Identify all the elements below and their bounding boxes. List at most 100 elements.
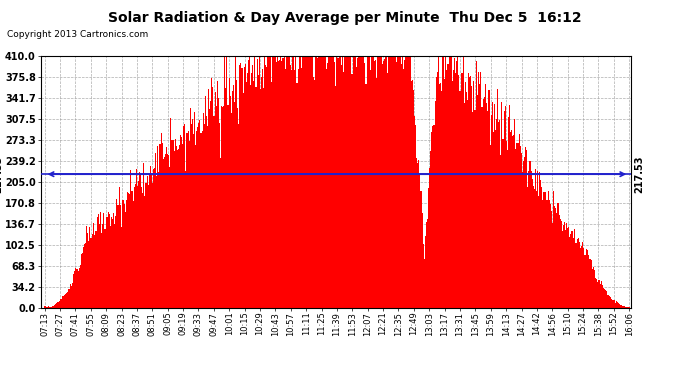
Bar — [306, 50, 307, 308]
Bar — [355, 50, 356, 308]
Bar — [161, 142, 163, 308]
Bar — [387, 73, 388, 308]
Bar — [513, 135, 514, 308]
Bar — [188, 141, 190, 308]
Bar — [500, 154, 502, 308]
Bar — [439, 84, 440, 308]
Bar — [583, 248, 584, 308]
Bar — [552, 224, 553, 308]
Bar — [358, 52, 359, 308]
Bar — [192, 118, 193, 308]
Bar — [466, 92, 467, 308]
Bar — [81, 254, 82, 308]
Bar — [257, 75, 259, 307]
Bar — [291, 70, 292, 308]
Bar — [209, 109, 210, 307]
Bar — [347, 50, 348, 308]
Bar — [448, 50, 450, 308]
Bar — [425, 236, 426, 308]
Bar — [482, 107, 483, 307]
Bar — [98, 214, 99, 308]
Bar — [94, 236, 95, 308]
Bar — [590, 259, 591, 308]
Bar — [618, 303, 619, 307]
Bar — [565, 230, 566, 308]
Bar — [349, 50, 351, 308]
Bar — [150, 166, 151, 308]
Bar — [591, 261, 592, 308]
Bar — [195, 144, 196, 308]
Bar — [237, 108, 238, 307]
Bar — [299, 55, 301, 308]
Bar — [609, 296, 611, 307]
Bar — [411, 81, 412, 308]
Bar — [177, 150, 178, 308]
Bar — [146, 176, 148, 308]
Bar — [420, 191, 422, 308]
Bar — [401, 64, 402, 308]
Bar — [440, 83, 441, 308]
Bar — [422, 213, 423, 308]
Bar — [125, 211, 126, 308]
Bar — [371, 50, 372, 308]
Bar — [580, 248, 581, 308]
Bar — [186, 133, 188, 308]
Bar — [97, 217, 98, 308]
Bar — [544, 192, 546, 308]
Bar — [372, 50, 373, 308]
Bar — [332, 50, 333, 308]
Bar — [179, 144, 180, 308]
Bar — [510, 132, 511, 308]
Bar — [316, 50, 317, 308]
Bar — [464, 103, 465, 308]
Bar — [542, 200, 544, 308]
Bar — [444, 79, 445, 308]
Bar — [362, 50, 364, 308]
Bar — [295, 50, 297, 308]
Bar — [558, 214, 560, 308]
Bar — [492, 102, 493, 308]
Bar — [213, 116, 215, 308]
Bar — [308, 50, 309, 308]
Bar — [263, 88, 264, 308]
Bar — [608, 295, 609, 307]
Bar — [182, 144, 184, 308]
Bar — [416, 158, 417, 308]
Bar — [132, 201, 134, 308]
Bar — [429, 168, 430, 308]
Bar — [360, 50, 361, 308]
Bar — [397, 50, 398, 308]
Bar — [414, 117, 415, 308]
Bar — [315, 50, 316, 308]
Bar — [104, 229, 106, 308]
Bar — [573, 229, 575, 308]
Bar — [605, 290, 606, 308]
Bar — [287, 51, 288, 308]
Bar — [607, 295, 608, 307]
Bar — [524, 157, 525, 308]
Bar — [555, 208, 556, 308]
Bar — [450, 50, 451, 308]
Bar — [385, 50, 386, 308]
Bar — [509, 105, 510, 308]
Bar — [220, 158, 221, 308]
Bar — [400, 50, 401, 308]
Bar — [331, 50, 332, 308]
Bar — [234, 102, 235, 308]
Bar — [67, 292, 68, 308]
Bar — [85, 243, 86, 308]
Bar — [486, 103, 487, 308]
Bar — [357, 58, 358, 308]
Bar — [170, 118, 171, 308]
Bar — [470, 76, 471, 308]
Bar — [233, 85, 234, 308]
Bar — [111, 217, 112, 308]
Bar — [73, 274, 75, 308]
Bar — [56, 303, 57, 307]
Bar — [584, 255, 586, 308]
Bar — [201, 132, 203, 308]
Bar — [617, 302, 618, 307]
Bar — [134, 188, 135, 308]
Bar — [66, 293, 67, 308]
Bar — [593, 267, 594, 308]
